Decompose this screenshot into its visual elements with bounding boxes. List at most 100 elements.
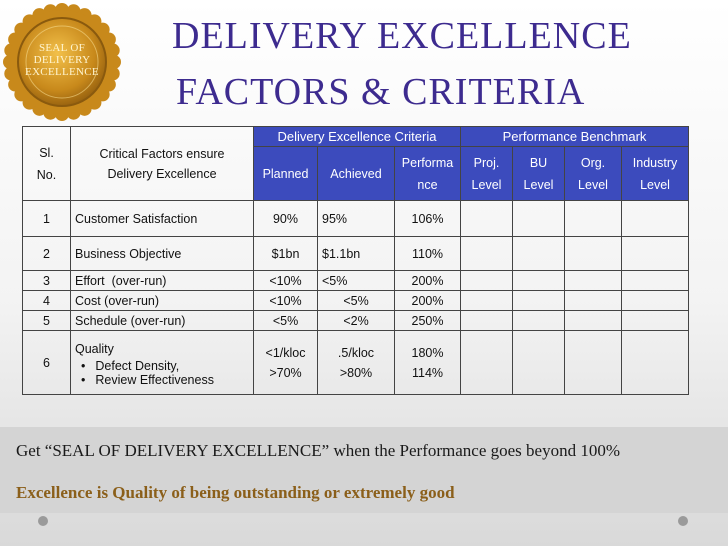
excellence-definition: Excellence is Quality of being outstandi…: [16, 483, 455, 502]
row-bu-level: [512, 270, 565, 291]
header-planned: Planned: [253, 146, 318, 201]
row-achieved: .5/kloc >80%: [317, 330, 395, 395]
row-performance: 200%: [394, 270, 461, 291]
row-planned: <10%: [253, 290, 318, 311]
header-industry-level-label: Industry Level: [632, 155, 678, 192]
row-performance: 106%: [394, 200, 461, 237]
row-org-level: [564, 200, 622, 237]
row-org-level: [564, 290, 622, 311]
row-performance: 110%: [394, 236, 461, 271]
row-bu-level: [512, 330, 565, 395]
seal-text: SEAL OF DELIVERY EXCELLENCE: [12, 42, 112, 78]
quality-label: Quality: [75, 341, 114, 356]
title-line-2: FACTORS & CRITERIA: [176, 71, 586, 113]
row-proj-level: [460, 270, 513, 291]
row-bu-level: [512, 200, 565, 237]
table-row: 2 Business Objective $1bn $1.1bn 110%: [22, 236, 690, 271]
seal-text-line: DELIVERY: [33, 54, 91, 66]
row-proj-level: [460, 290, 513, 311]
row-factor: Cost (over-run): [70, 290, 254, 311]
row-bu-level: [512, 310, 565, 331]
header-bu-level-label: BU Level: [523, 155, 554, 192]
quality-planned-value: <1/kloc: [265, 345, 306, 360]
row-org-level: [564, 270, 622, 291]
quality-performance-value: 180%: [411, 345, 444, 360]
row-achieved: <5%: [317, 270, 395, 291]
header-sl-no: Sl. No.: [22, 126, 71, 201]
quality-planned-value: >70%: [269, 365, 302, 380]
header-org-level-label: Org. Level: [578, 155, 608, 192]
table-row: 3 Effort (over-run) <10% <5% 200%: [22, 270, 690, 291]
slide-corner-dot: [678, 516, 688, 526]
seal-of-delivery-excellence-badge: SEAL OF DELIVERY EXCELLENCE: [2, 2, 122, 122]
row-planned: <10%: [253, 270, 318, 291]
header-performance-label: Performa nce: [401, 155, 454, 192]
row-industry-level: [620, 290, 690, 311]
header-critical-factors: Critical Factors ensure Delivery Excelle…: [70, 126, 254, 201]
row-proj-level: [460, 200, 513, 237]
row-bu-level: [512, 290, 565, 311]
row-org-level: [564, 236, 622, 271]
header-sl-no-label: Sl. No.: [36, 145, 57, 182]
row-org-level: [564, 310, 622, 331]
row-achieved: <5%: [317, 290, 395, 311]
quality-sub-list: Defect Density, Review Effectiveness: [75, 359, 249, 387]
slide-corner-dot: [38, 516, 48, 526]
row-planned: <5%: [253, 310, 318, 331]
row-factor-quality: Quality Defect Density, Review Effective…: [70, 330, 254, 395]
row-achieved: 95%: [317, 200, 395, 237]
header-proj-level-label: Proj. Level: [471, 155, 502, 192]
row-planned: <1/kloc >70%: [253, 330, 318, 395]
row-factor: Customer Satisfaction: [70, 200, 254, 237]
header-achieved: Achieved: [317, 146, 395, 201]
criteria-table: Sl. No. Critical Factors ensure Delivery…: [22, 126, 690, 395]
row-performance: 250%: [394, 310, 461, 331]
row-factor: Schedule (over-run): [70, 310, 254, 331]
row-number: 6: [22, 330, 71, 395]
slide-title: DELIVERY EXCELLENCE FACTORS & CRITERIA: [172, 14, 632, 114]
row-number: 5: [22, 310, 71, 331]
row-performance: 180% 114%: [394, 330, 461, 395]
seal-text-line: SEAL OF: [38, 42, 85, 54]
footer-banner: Get “SEAL OF DELIVERY EXCELLENCE” when t…: [0, 427, 728, 513]
row-number: 2: [22, 236, 71, 271]
row-proj-level: [460, 236, 513, 271]
row-planned: $1bn: [253, 236, 318, 271]
title-line-1: DELIVERY EXCELLENCE: [172, 15, 632, 57]
header-industry-level: Industry Level: [620, 146, 690, 201]
quality-sub-item: Review Effectiveness: [75, 373, 249, 387]
header-delivery-criteria: Delivery Excellence Criteria: [253, 126, 461, 147]
row-industry-level: [620, 200, 690, 237]
row-number: 1: [22, 200, 71, 237]
row-number: 3: [22, 270, 71, 291]
row-proj-level: [460, 330, 513, 395]
row-industry-level: [620, 236, 690, 271]
row-industry-level: [620, 310, 690, 331]
header-performance: Performa nce: [394, 146, 461, 201]
header-bu-level: BU Level: [512, 146, 565, 201]
quality-achieved-value: .5/kloc: [337, 345, 375, 360]
seal-badge-icon: [3, 3, 121, 121]
row-factor: Effort (over-run): [70, 270, 254, 291]
row-bu-level: [512, 236, 565, 271]
table-row: 5 Schedule (over-run) <5% <2% 250%: [22, 310, 690, 331]
row-achieved: $1.1bn: [317, 236, 395, 271]
row-proj-level: [460, 310, 513, 331]
row-achieved: <2%: [317, 310, 395, 331]
table-row: 1 Customer Satisfaction 90% 95% 106%: [22, 200, 690, 237]
seal-criteria-statement: Get “SEAL OF DELIVERY EXCELLENCE” when t…: [16, 441, 620, 460]
table-row-quality: 6 Quality Defect Density, Review Effecti…: [22, 330, 690, 395]
header-performance-benchmark: Performance Benchmark: [459, 126, 690, 147]
row-number: 4: [22, 290, 71, 311]
row-planned: 90%: [253, 200, 318, 237]
row-performance: 200%: [394, 290, 461, 311]
header-org-level: Org. Level: [564, 146, 622, 201]
row-industry-level: [620, 270, 690, 291]
quality-achieved-value: >80%: [339, 365, 373, 380]
header-proj-level: Proj. Level: [460, 146, 513, 201]
table-row: 4 Cost (over-run) <10% <5% 200%: [22, 290, 690, 311]
header-critical-factors-label: Critical Factors ensure Delivery Excelle…: [99, 146, 225, 181]
seal-text-line: EXCELLENCE: [25, 66, 99, 78]
row-industry-level: [620, 330, 690, 395]
